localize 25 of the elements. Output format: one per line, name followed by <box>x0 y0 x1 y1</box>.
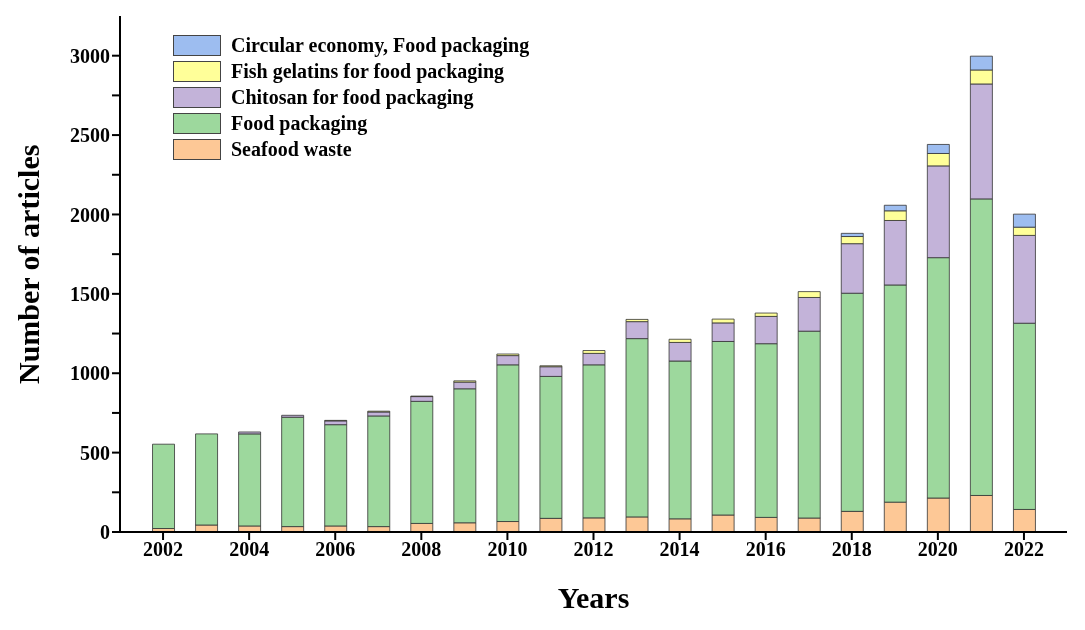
x-tick-label: 2014 <box>659 538 700 561</box>
x-tick-label: 2018 <box>831 538 872 561</box>
x-tick-label: 2022 <box>1003 538 1044 561</box>
legend-label: Circular economy, Food packaging <box>231 34 530 57</box>
y-tick-label: 500 <box>80 441 110 464</box>
legend-label: Food packaging <box>231 112 368 135</box>
y-tick-label: 1500 <box>70 282 110 305</box>
x-tick-label: 2002 <box>143 538 184 561</box>
x-tick-label: 2012 <box>573 538 614 561</box>
y-tick-label: 2000 <box>70 203 110 226</box>
x-tick-label: 2004 <box>229 538 270 561</box>
x-tick-label: 2010 <box>487 538 528 561</box>
x-tick-label: 2020 <box>917 538 958 561</box>
legend-label: Seafood waste <box>231 138 352 161</box>
y-tick-label: 1000 <box>70 362 110 385</box>
legend-label: Fish gelatins for food packaging <box>231 60 504 83</box>
y-tick-label: 0 <box>100 521 110 544</box>
y-tick-label: 3000 <box>70 44 110 67</box>
x-tick-label: 2016 <box>745 538 786 561</box>
x-tick-label: 2008 <box>401 538 442 561</box>
legend-label: Chitosan for food packaging <box>231 86 474 109</box>
y-axis-title: Number of articles <box>11 144 45 384</box>
x-tick-label: 2006 <box>315 538 356 561</box>
x-axis-title: Years <box>557 581 630 614</box>
y-tick-label: 2500 <box>70 124 110 147</box>
